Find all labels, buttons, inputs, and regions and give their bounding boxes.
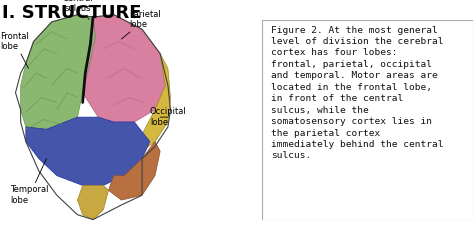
Polygon shape [21, 15, 96, 129]
Text: Figure 2. At the most general
level of division the cerebral
cortex has four lob: Figure 2. At the most general level of d… [271, 26, 443, 161]
Polygon shape [82, 15, 165, 122]
Polygon shape [26, 117, 150, 185]
Text: Temporal
lobe: Temporal lobe [10, 159, 49, 205]
Text: Occipital
lobe: Occipital lobe [150, 107, 187, 127]
Polygon shape [142, 54, 171, 151]
Polygon shape [109, 142, 160, 200]
Text: Central
sulcus: Central sulcus [62, 0, 93, 20]
Polygon shape [78, 185, 109, 220]
Text: Parietal
lobe: Parietal lobe [121, 10, 161, 39]
Text: I. STRUCTURE: I. STRUCTURE [2, 4, 142, 22]
Text: Frontal
lobe: Frontal lobe [0, 32, 29, 68]
